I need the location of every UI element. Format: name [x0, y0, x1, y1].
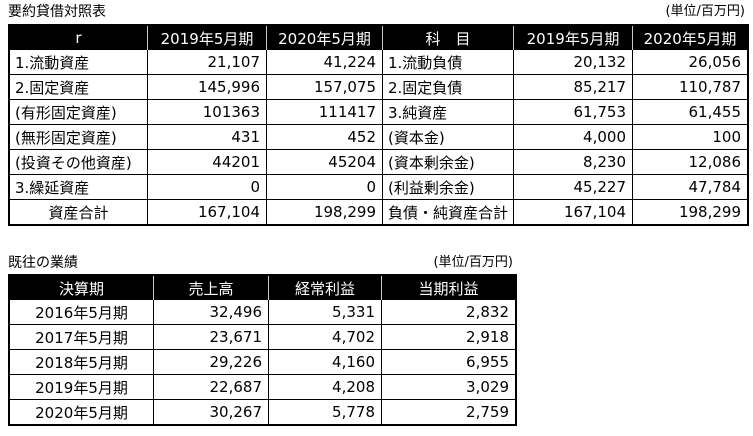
row-label: 2018年5月期	[10, 350, 154, 375]
row-label: 1.流動負債	[383, 50, 514, 75]
column-header: r	[10, 26, 148, 50]
table-row: 1.流動資産 21,107 41,224 1.流動負債 20,132 26,05…	[10, 50, 747, 75]
column-header: 2020年5月期	[633, 26, 747, 50]
row-label: (無形固定資産)	[10, 125, 148, 150]
numeric-cell: 12,086	[633, 150, 747, 175]
column-header: 2020年5月期	[267, 26, 383, 50]
numeric-cell: 2,759	[466, 403, 509, 421]
numeric-cell: 44201	[148, 150, 267, 175]
numeric-cell: 26,056	[633, 50, 747, 75]
column-header: 売上高	[154, 276, 269, 300]
numeric-cell: 6,955	[382, 350, 515, 375]
numeric-cell: 41,224	[267, 50, 383, 75]
numeric-cell: 167,104	[514, 200, 633, 224]
numeric-cell: 23,671	[154, 325, 269, 350]
row-label: 2.固定負債	[383, 75, 514, 100]
row-label: (利益剰余金)	[383, 175, 514, 200]
numeric-cell: 22,687	[154, 375, 269, 400]
numeric-cell: 47,784	[633, 175, 747, 200]
numeric-cell: 157,075	[267, 75, 383, 100]
numeric-cell: 111417	[267, 100, 383, 125]
row-label: 2016年5月期	[10, 300, 154, 325]
numeric-cell: 85,217	[514, 75, 633, 100]
numeric-cell: 4,160	[269, 350, 382, 375]
numeric-cell: 4,702	[269, 325, 382, 350]
numeric-cell: 110,787	[633, 75, 747, 100]
table-row: (投資その他資産) 44201 45204 (資本剰余金) 8,230 12,0…	[10, 150, 747, 175]
row-label-total: 負債・純資産合計	[383, 200, 514, 224]
numeric-cell: 145,996	[148, 75, 267, 100]
numeric-cell: 3,029	[382, 375, 515, 400]
table-row: 2020年5月期 30,267 5,778 2,759	[10, 400, 515, 424]
performance-header-row: 決算期 売上高 経常利益 当期利益	[10, 276, 515, 300]
numeric-cell: 452	[267, 125, 383, 150]
row-label: 2019年5月期	[10, 375, 154, 400]
column-header: 2019年5月期	[514, 26, 633, 50]
numeric-cell: 61,455	[633, 100, 747, 125]
column-header: 当期利益	[382, 276, 515, 300]
performance-table: 決算期 売上高 経常利益 当期利益 2016年5月期 32,496 5,331 …	[8, 274, 517, 426]
table-row: 2017年5月期 23,671 4,702 2,918	[10, 325, 515, 350]
balance-sheet-header-row: r 2019年5月期 2020年5月期 科 目 2019年5月期 2020年5月…	[10, 26, 747, 50]
table-row: 2019年5月期 22,687 4,208 3,029	[10, 375, 515, 400]
row-label: 3.純資産	[383, 100, 514, 125]
table-row: 3.繰延資産 0 0 (利益剰余金) 45,227 47,784	[10, 175, 747, 200]
row-label: (投資その他資産)	[10, 150, 148, 175]
row-label: 2017年5月期	[10, 325, 154, 350]
numeric-cell: 45,227	[514, 175, 633, 200]
table-row-total: 資産合計 167,104 198,299 負債・純資産合計 167,104 19…	[10, 200, 747, 224]
numeric-cell: 30,267	[154, 400, 269, 424]
numeric-cell: 198,299	[678, 203, 741, 221]
column-header: 決算期	[10, 276, 154, 300]
balance-sheet-title: 要約貸借対照表	[8, 4, 106, 20]
row-label: (資本剰余金)	[383, 150, 514, 175]
table-row: (有形固定資産) 101363 111417 3.純資産 61,753 61,4…	[10, 100, 747, 125]
row-label: (有形固定資産)	[10, 100, 148, 125]
row-label-total: 資産合計	[10, 200, 148, 224]
numeric-cell: 0	[148, 175, 267, 200]
column-header: 経常利益	[269, 276, 382, 300]
numeric-cell: 100	[633, 125, 747, 150]
performance-unit-note: (単位/百万円)	[433, 255, 513, 270]
row-label: 3.繰延資産	[10, 175, 148, 200]
numeric-cell: 5,331	[269, 300, 382, 325]
numeric-cell: 20,132	[514, 50, 633, 75]
numeric-cell: 2,918	[382, 325, 515, 350]
table-row: (無形固定資産) 431 452 (資本金) 4,000 100	[10, 125, 747, 150]
table-row: 2018年5月期 29,226 4,160 6,955	[10, 350, 515, 375]
numeric-cell: 21,107	[148, 50, 267, 75]
numeric-cell: 5,778	[269, 400, 382, 424]
numeric-cell: 2,832	[382, 300, 515, 325]
row-label: 2.固定資産	[10, 75, 148, 100]
numeric-cell: 198,299	[267, 200, 383, 224]
table-row: 2.固定資産 145,996 157,075 2.固定負債 85,217 110…	[10, 75, 747, 100]
performance-title: 既往の業績	[8, 255, 78, 271]
column-header: 2019年5月期	[148, 26, 267, 50]
numeric-cell: 4,000	[514, 125, 633, 150]
numeric-cell: 61,753	[514, 100, 633, 125]
balance-sheet-table: r 2019年5月期 2020年5月期 科 目 2019年5月期 2020年5月…	[8, 24, 749, 226]
balance-sheet-unit-note: (単位/百万円)	[665, 4, 745, 19]
column-header: 科 目	[383, 26, 514, 50]
numeric-cell: 101363	[148, 100, 267, 125]
row-label: (資本金)	[383, 125, 514, 150]
row-label: 1.流動資産	[10, 50, 148, 75]
numeric-cell: 32,496	[154, 300, 269, 325]
numeric-cell: 0	[267, 175, 383, 200]
numeric-cell: 45204	[267, 150, 383, 175]
row-label: 2020年5月期	[10, 400, 154, 424]
numeric-cell: 431	[148, 125, 267, 150]
numeric-cell: 167,104	[148, 200, 267, 224]
table-row: 2016年5月期 32,496 5,331 2,832	[10, 300, 515, 325]
numeric-cell: 4,208	[269, 375, 382, 400]
numeric-cell: 8,230	[514, 150, 633, 175]
numeric-cell: 29,226	[154, 350, 269, 375]
